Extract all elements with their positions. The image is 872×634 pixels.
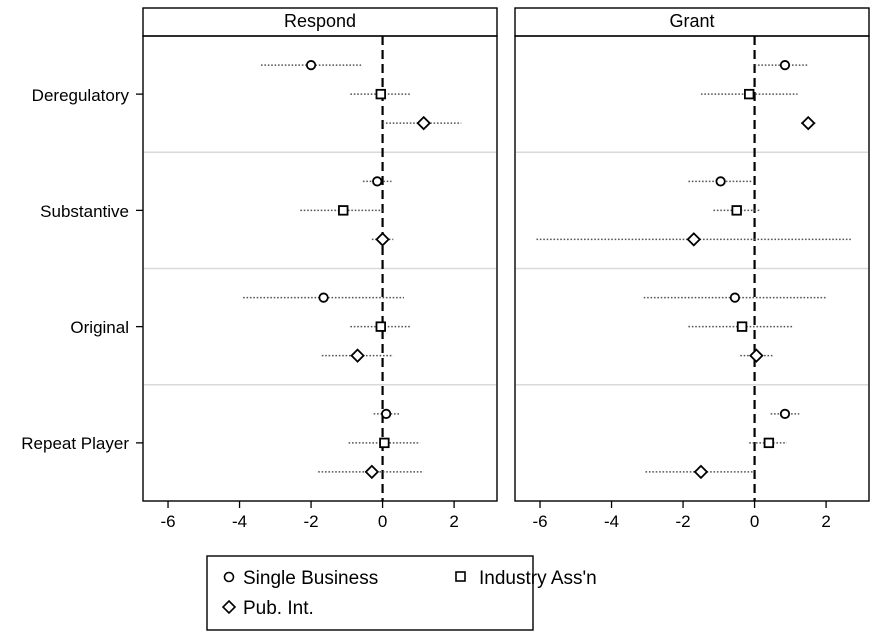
y-label-original: Original — [70, 318, 129, 337]
panel-respond: Respond — [142, 7, 498, 502]
point-single-business-substantive-grant — [715, 176, 726, 187]
legend-label-industry-assn: Industry Ass'n — [479, 568, 597, 589]
point-single-business-substantive-respond — [372, 176, 383, 187]
x-tick-label-respond: -6 — [160, 512, 175, 531]
panel-grant-title: Grant — [669, 11, 714, 31]
point-pub-int-original-respond — [350, 348, 365, 363]
panel-respond-plot-area — [142, 35, 498, 502]
panel-respond-title: Respond — [284, 11, 356, 31]
point-industry-ass-n-original-grant — [736, 321, 748, 332]
legend-label-pub-int: Pub. Int. — [243, 598, 314, 619]
x-tick-label-grant: -2 — [675, 512, 690, 531]
panel-grant: Grant — [514, 7, 870, 502]
x-tick-label-respond: 0 — [378, 512, 387, 531]
chart-marks: -6 -4 -2 0 2 -6 -4 -2 0 2 — [136, 36, 868, 531]
x-tick-label-grant: 2 — [821, 512, 830, 531]
point-industry-ass-n-repeat-player-grant — [763, 437, 775, 449]
point-single-business-original-respond — [318, 292, 329, 303]
x-tick-label-respond: -2 — [303, 512, 318, 531]
point-industry-ass-n-repeat-player-respond — [379, 437, 390, 449]
point-industry-ass-n-deregulatory-respond — [375, 88, 386, 100]
y-axis: Deregulatory Substantive Original Repeat… — [21, 86, 129, 453]
legend-diamond-marker — [221, 599, 237, 615]
point-pub-int-deregulatory-grant — [800, 115, 816, 131]
point-single-business-repeat-player-grant — [779, 408, 791, 419]
y-label-repeat-player: Repeat Player — [21, 434, 129, 453]
legend-circle-marker — [223, 571, 235, 583]
point-pub-int-substantive-grant — [686, 232, 702, 247]
panel-grant-plot-area — [514, 35, 870, 502]
legend: Single Business Industry Ass'n Pub. Int. — [206, 555, 597, 631]
y-label-substantive: Substantive — [40, 202, 129, 221]
point-single-business-deregulatory-grant — [779, 60, 791, 71]
point-pub-int-substantive-respond — [375, 232, 390, 247]
point-pub-int-repeat-player-grant — [693, 464, 709, 480]
panel-respond-header — [142, 7, 498, 37]
point-single-business-deregulatory-respond — [305, 60, 317, 71]
x-tick-label-grant: 0 — [750, 512, 759, 531]
legend-label-single-business: Single Business — [243, 568, 378, 589]
point-industry-ass-n-deregulatory-grant — [744, 88, 755, 100]
x-tick-label-respond: -4 — [232, 512, 247, 531]
point-pub-int-original-grant — [749, 348, 764, 363]
x-tick-label-grant: -6 — [532, 512, 547, 531]
point-industry-ass-n-original-respond — [375, 321, 386, 332]
point-pub-int-deregulatory-respond — [416, 115, 431, 131]
x-tick-label-grant: -4 — [604, 512, 619, 531]
point-pub-int-repeat-player-respond — [364, 464, 380, 480]
point-industry-ass-n-substantive-grant — [731, 205, 742, 216]
point-industry-ass-n-substantive-respond — [338, 205, 349, 216]
x-tick-label-respond: 2 — [449, 512, 458, 531]
legend-box — [206, 555, 534, 631]
y-label-deregulatory: Deregulatory — [32, 86, 130, 105]
legend-square-marker — [455, 571, 466, 582]
point-single-business-original-grant — [729, 292, 741, 303]
point-single-business-repeat-player-respond — [381, 408, 392, 419]
